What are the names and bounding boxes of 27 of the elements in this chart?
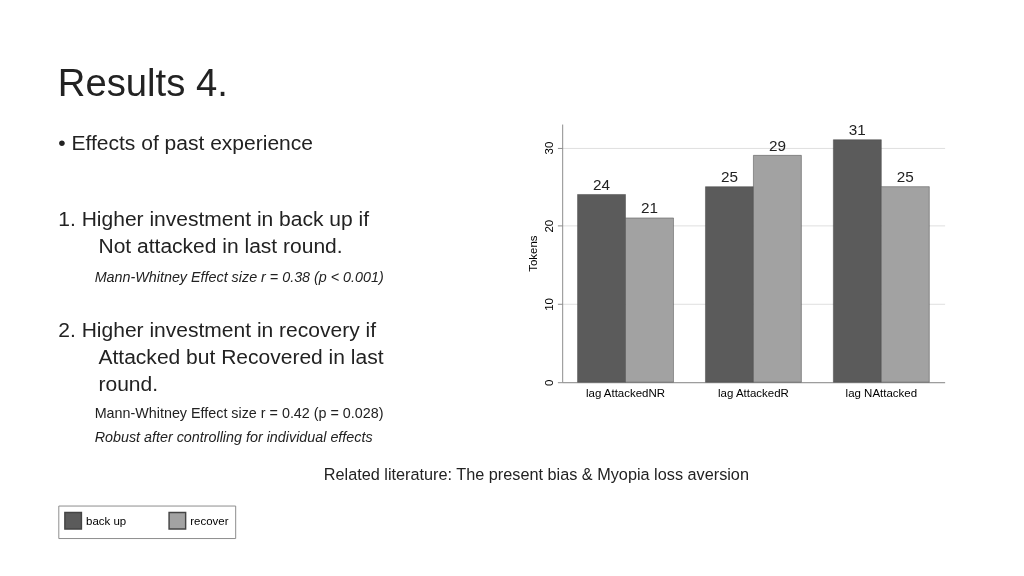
text: Mann-Whitney Effect size r = 0.38 (p < 0.001) <box>94 268 384 285</box>
legend-label: recover <box>190 514 229 527</box>
x-tick-label: lag NAttacked <box>845 387 918 400</box>
text: Robust after controlling for individual effects <box>94 429 373 446</box>
text: round. <box>98 371 159 395</box>
y-tick-label: 20 <box>543 219 556 233</box>
y-tick-label: 0 <box>543 379 556 386</box>
data-label: 25 <box>896 167 914 185</box>
y-tick-label: 30 <box>543 141 556 155</box>
text: Results 4. <box>57 60 228 104</box>
y-tick-label: 10 <box>543 298 556 311</box>
text: Related literature: The present bias & Myopia loss aversion <box>323 464 749 483</box>
text: Attacked but Recovered in last <box>98 345 384 369</box>
text: • Effects of past experience <box>58 130 313 154</box>
data-label: 25 <box>720 167 738 185</box>
x-tick-label: lag AttackedNR <box>585 387 666 400</box>
x-tick-label: lag AttackedR <box>718 387 789 400</box>
text: Not attacked in last round. <box>98 234 343 258</box>
text: 2. Higher investment in recovery if <box>58 318 377 342</box>
data-label: 29 <box>768 136 786 154</box>
data-label: 31 <box>848 120 866 138</box>
data-label: 24 <box>593 175 611 193</box>
y-axis-title: Tokens <box>526 235 539 272</box>
text: 1. Higher investment in back up if <box>58 207 370 231</box>
text: Mann-Whitney Effect size r = 0.42 (p = 0.028) <box>94 404 384 421</box>
legend-label: back up <box>86 514 127 527</box>
data-label: 21 <box>640 199 658 217</box>
